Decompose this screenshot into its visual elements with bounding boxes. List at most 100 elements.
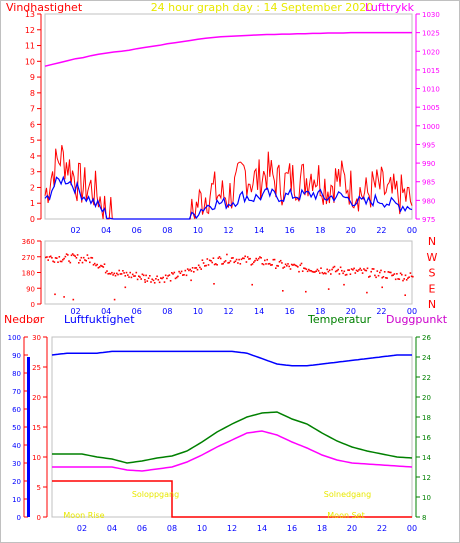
direction-point [73, 254, 75, 257]
direction-point [207, 264, 210, 266]
direction-point [394, 278, 397, 281]
direction-point [303, 267, 305, 269]
direction-point [379, 271, 381, 274]
direction-point [78, 262, 80, 264]
direction-point [372, 268, 375, 270]
direction-point [222, 262, 224, 265]
moonrise-label: Moon Rise [63, 511, 104, 520]
direction-point [130, 276, 133, 279]
x-tick-label: 04 [107, 524, 117, 533]
direction-point [298, 270, 300, 273]
direction-point [332, 266, 335, 269]
left-tick-label: 180 [22, 270, 35, 278]
direction-point [97, 267, 100, 269]
direction-point [404, 294, 406, 296]
direction-point [141, 273, 144, 276]
x-tick-label: 02 [70, 226, 80, 235]
direction-point [201, 259, 204, 261]
direction-point [338, 273, 341, 275]
direction-point [401, 273, 403, 276]
direction-point [309, 269, 311, 272]
direction-point [330, 273, 332, 275]
direction-point [112, 274, 114, 276]
direction-point [135, 271, 138, 274]
direction-point [145, 274, 147, 277]
humidity-tick-label: 10 [32, 454, 41, 462]
direction-point [403, 278, 405, 280]
direction-point [80, 256, 83, 259]
direction-point [312, 271, 315, 273]
x-tick-label: 10 [193, 307, 203, 316]
direction-point [81, 261, 84, 264]
direction-point [268, 262, 271, 265]
direction-point [129, 271, 131, 274]
direction-point [396, 273, 398, 275]
direction-point [327, 288, 330, 290]
direction-point [109, 273, 112, 275]
direction-point [160, 277, 162, 279]
direction-point [261, 263, 264, 265]
direction-point [213, 263, 216, 266]
pressure-line [44, 31, 412, 67]
direction-point [305, 290, 307, 293]
direction-point [410, 275, 413, 278]
direction-point [290, 263, 293, 266]
x-tick-label: 16 [285, 307, 295, 316]
temperature-tick-label: 26 [422, 334, 431, 342]
direction-point [286, 265, 288, 267]
direction-point [213, 283, 215, 285]
compass-label: W [427, 251, 438, 264]
direction-point [188, 269, 190, 272]
direction-point [227, 262, 229, 264]
direction-point [117, 273, 119, 276]
direction-point [320, 267, 322, 269]
temperature-tick-label: 18 [422, 414, 431, 422]
right-tick-label: 1005 [422, 104, 440, 112]
direction-point [152, 279, 155, 282]
compass-label: S [429, 267, 436, 280]
direction-point [270, 264, 272, 266]
direction-point [150, 281, 152, 283]
direction-point [305, 268, 308, 270]
direction-point [375, 276, 377, 279]
direction-point [256, 259, 259, 261]
direction-point [194, 267, 196, 269]
direction-point [52, 260, 54, 263]
humidity-scale-bar [27, 357, 30, 517]
direction-point [120, 273, 123, 275]
left-tick-label: 360 [22, 238, 35, 246]
direction-point [356, 270, 359, 272]
dew-point-label: Duggpunkt [386, 313, 448, 326]
direction-point [240, 258, 243, 261]
x-tick-label: 00 [407, 226, 417, 235]
direction-point [289, 268, 292, 270]
direction-point [140, 278, 142, 280]
direction-point [363, 268, 365, 270]
x-tick-label: 10 [193, 226, 203, 235]
direction-point [369, 275, 371, 278]
direction-point [158, 281, 161, 284]
direction-point [95, 264, 97, 267]
direction-point [114, 274, 117, 277]
temperature-tick-label: 14 [422, 454, 431, 462]
right-tick-label: 1015 [422, 67, 440, 75]
direction-point [392, 274, 394, 276]
direction-point [230, 257, 233, 259]
direction-point [100, 264, 102, 267]
direction-point [118, 269, 120, 272]
direction-point [146, 280, 149, 282]
direction-point [125, 271, 128, 274]
direction-point [234, 260, 237, 263]
direction-point [96, 263, 98, 266]
direction-point [366, 291, 368, 294]
direction-point [264, 259, 266, 262]
direction-point [173, 271, 176, 274]
direction-point [63, 257, 65, 260]
direction-point [190, 279, 192, 282]
direction-point [179, 272, 182, 274]
direction-point [107, 273, 109, 275]
rain-tick-label: 30 [12, 460, 21, 468]
direction-point [245, 261, 248, 263]
direction-point [168, 274, 171, 276]
